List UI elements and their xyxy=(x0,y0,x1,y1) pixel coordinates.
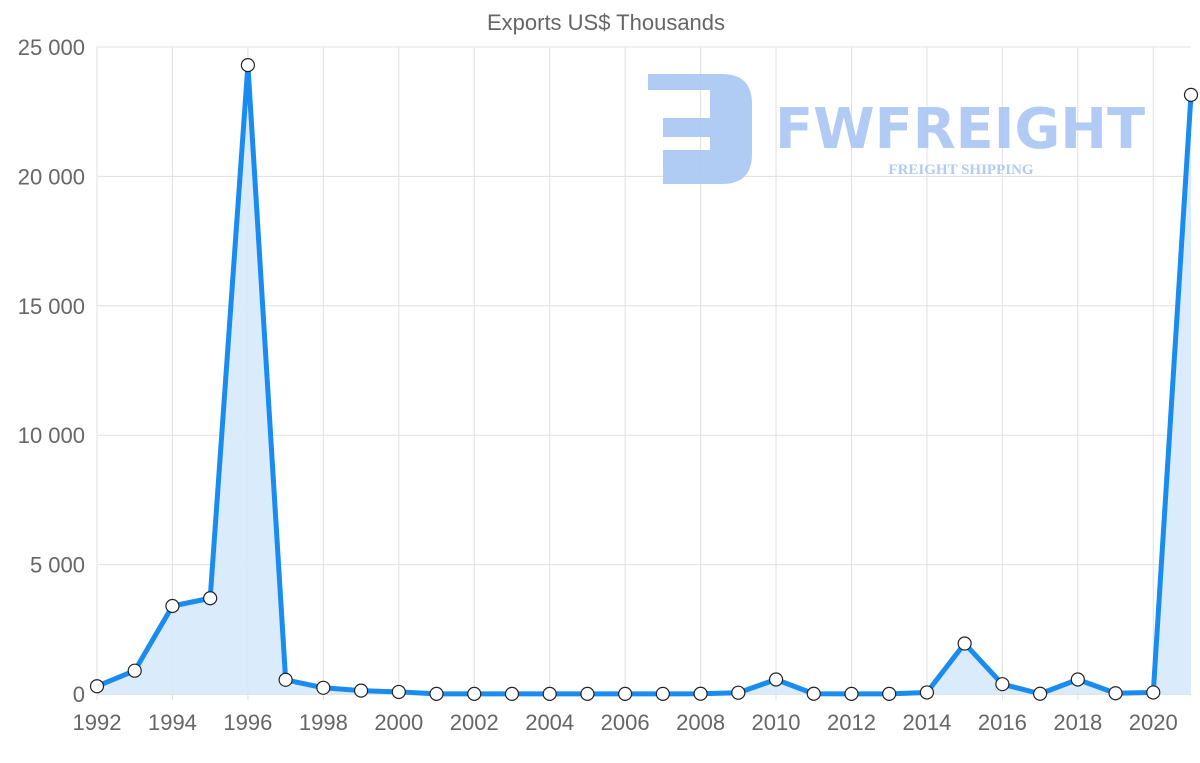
data-point xyxy=(618,686,633,701)
data-point xyxy=(353,683,369,698)
data-point xyxy=(127,663,142,678)
data-point xyxy=(1108,686,1123,701)
x-tick-label: 2012 xyxy=(827,710,876,735)
x-tick-label: 1998 xyxy=(299,710,348,735)
points-layer xyxy=(89,58,1199,701)
x-tick-label: 1992 xyxy=(73,710,122,735)
x-tick-label: 2000 xyxy=(374,710,423,735)
x-tick-label: 1996 xyxy=(223,710,272,735)
x-tick-label: 2020 xyxy=(1129,710,1178,735)
data-point xyxy=(693,686,708,701)
data-point xyxy=(919,685,935,700)
y-tick-label: 20 000 xyxy=(18,164,85,189)
y-tick-label: 15 000 xyxy=(18,294,85,319)
chart-title: Exports US$ Thousands xyxy=(487,10,725,35)
watermark-brand: FWFREIGHT xyxy=(775,97,1145,162)
y-tick-label: 5 000 xyxy=(30,553,85,578)
data-point xyxy=(655,686,670,701)
x-tick-label: 2016 xyxy=(978,710,1027,735)
data-point xyxy=(1183,87,1199,102)
y-tick-label: 0 xyxy=(73,682,85,707)
data-point xyxy=(542,686,557,701)
data-point xyxy=(504,686,520,701)
series-area xyxy=(97,65,1191,695)
x-tick-label: 2002 xyxy=(450,710,499,735)
x-tick-label: 2010 xyxy=(752,710,801,735)
x-tick-label: 2018 xyxy=(1053,710,1102,735)
data-point xyxy=(1070,672,1085,687)
x-tick-label: 2008 xyxy=(676,710,725,735)
y-tick-label: 25 000 xyxy=(18,35,85,60)
data-point xyxy=(1033,686,1048,701)
data-point xyxy=(89,679,105,694)
data-point xyxy=(203,591,218,606)
data-point xyxy=(165,598,180,614)
data-point xyxy=(467,686,482,701)
data-point xyxy=(429,686,444,701)
data-point xyxy=(316,680,331,695)
watermark-logo: FWFREIGHT FREIGHT SHIPPING xyxy=(648,74,1145,184)
data-point xyxy=(278,672,293,687)
grid xyxy=(96,46,1191,700)
data-point xyxy=(580,686,595,701)
data-point xyxy=(768,672,784,687)
data-point xyxy=(995,677,1010,692)
axis-ticks: 0 5 000 10 000 15 000 20 000 25 000 1992 1994 19… xyxy=(18,35,1178,735)
data-point xyxy=(731,685,746,700)
x-tick-label: 2006 xyxy=(601,710,650,735)
watermark-tagline: FREIGHT SHIPPING xyxy=(888,162,1033,178)
data-point xyxy=(391,684,406,700)
data-point xyxy=(240,58,255,73)
data-point xyxy=(844,686,859,701)
x-tick-label: 2004 xyxy=(525,710,574,735)
data-point xyxy=(957,636,972,651)
x-tick-label: 1994 xyxy=(148,710,197,735)
data-point xyxy=(806,686,821,701)
data-point xyxy=(1146,685,1161,700)
data-point xyxy=(882,686,897,701)
y-tick-label: 10 000 xyxy=(18,423,85,448)
x-tick-label: 2014 xyxy=(902,710,951,735)
